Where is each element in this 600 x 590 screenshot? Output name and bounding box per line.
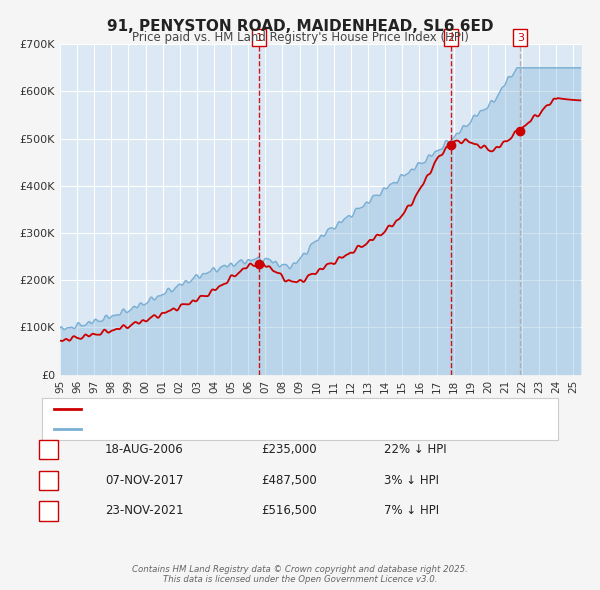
Text: 1: 1	[44, 443, 53, 456]
Text: £516,500: £516,500	[261, 504, 317, 517]
Text: Price paid vs. HM Land Registry's House Price Index (HPI): Price paid vs. HM Land Registry's House …	[131, 31, 469, 44]
Text: 91, PENYSTON ROAD, MAIDENHEAD, SL6 6ED: 91, PENYSTON ROAD, MAIDENHEAD, SL6 6ED	[107, 19, 493, 34]
Text: 07-NOV-2017: 07-NOV-2017	[105, 474, 184, 487]
Text: Contains HM Land Registry data © Crown copyright and database right 2025.
This d: Contains HM Land Registry data © Crown c…	[132, 565, 468, 584]
Text: 3: 3	[44, 504, 53, 517]
Text: 91, PENYSTON ROAD, MAIDENHEAD, SL6 6ED (semi-detached house): 91, PENYSTON ROAD, MAIDENHEAD, SL6 6ED (…	[84, 404, 423, 414]
Text: 22% ↓ HPI: 22% ↓ HPI	[384, 443, 446, 456]
Text: £487,500: £487,500	[261, 474, 317, 487]
Text: 7% ↓ HPI: 7% ↓ HPI	[384, 504, 439, 517]
Text: 2: 2	[448, 32, 455, 42]
Text: 3% ↓ HPI: 3% ↓ HPI	[384, 474, 439, 487]
Text: 23-NOV-2021: 23-NOV-2021	[105, 504, 184, 517]
Text: HPI: Average price, semi-detached house, Windsor and Maidenhead: HPI: Average price, semi-detached house,…	[84, 424, 416, 434]
Text: 2: 2	[44, 474, 53, 487]
Text: 1: 1	[256, 32, 263, 42]
Text: £235,000: £235,000	[261, 443, 317, 456]
Text: 18-AUG-2006: 18-AUG-2006	[105, 443, 184, 456]
Text: 3: 3	[517, 32, 524, 42]
